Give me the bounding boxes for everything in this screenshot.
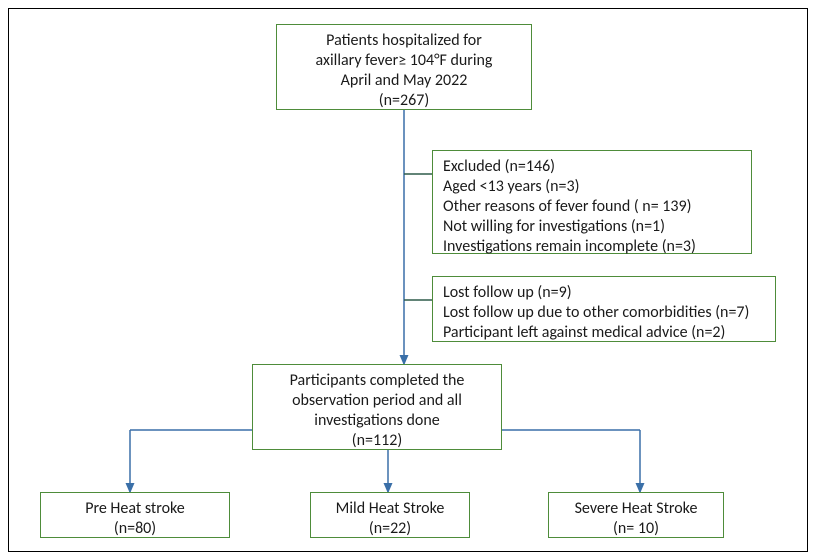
node-mild-line: Mild Heat Stroke bbox=[321, 499, 459, 519]
node-excluded: Excluded (n=146)Aged <13 years (n=3)Othe… bbox=[432, 150, 752, 254]
node-completed: Participants completed theobservation pe… bbox=[252, 364, 502, 450]
node-mild-line: (n=22) bbox=[321, 519, 459, 539]
node-completed-line: investigations done bbox=[263, 411, 491, 431]
node-enroll-line: axillary fever≥ 104°F during bbox=[287, 51, 521, 71]
node-severe-line: Severe Heat Stroke bbox=[559, 499, 713, 519]
node-completed-line: observation period and all bbox=[263, 391, 491, 411]
node-enroll-line: (n=267) bbox=[287, 91, 521, 111]
node-lost-line: Lost follow up (n=9) bbox=[443, 283, 765, 303]
node-excluded-line: Excluded (n=146) bbox=[443, 157, 741, 177]
node-completed-line: Participants completed the bbox=[263, 371, 491, 391]
node-pre: Pre Heat stroke(n=80) bbox=[40, 492, 230, 538]
node-excluded-line: Investigations remain incomplete (n=3) bbox=[443, 237, 741, 257]
node-pre-line: Pre Heat stroke bbox=[51, 499, 219, 519]
node-mild: Mild Heat Stroke(n=22) bbox=[310, 492, 470, 538]
node-lost: Lost follow up (n=9)Lost follow up due t… bbox=[432, 276, 776, 342]
node-enroll-line: Patients hospitalized for bbox=[287, 31, 521, 51]
node-lost-line: Participant left against medical advice … bbox=[443, 323, 765, 343]
node-lost-line: Lost follow up due to other comorbiditie… bbox=[443, 303, 765, 323]
node-excluded-line: Other reasons of fever found ( n= 139) bbox=[443, 197, 741, 217]
flowchart-canvas: Patients hospitalized foraxillary fever≥… bbox=[0, 0, 816, 560]
node-excluded-line: Not willing for investigations (n=1) bbox=[443, 217, 741, 237]
node-completed-line: (n=112) bbox=[263, 431, 491, 451]
node-excluded-line: Aged <13 years (n=3) bbox=[443, 177, 741, 197]
node-enroll: Patients hospitalized foraxillary fever≥… bbox=[276, 24, 532, 110]
node-enroll-line: April and May 2022 bbox=[287, 71, 521, 91]
node-severe: Severe Heat Stroke(n= 10) bbox=[548, 492, 724, 538]
node-pre-line: (n=80) bbox=[51, 519, 219, 539]
node-severe-line: (n= 10) bbox=[559, 519, 713, 539]
